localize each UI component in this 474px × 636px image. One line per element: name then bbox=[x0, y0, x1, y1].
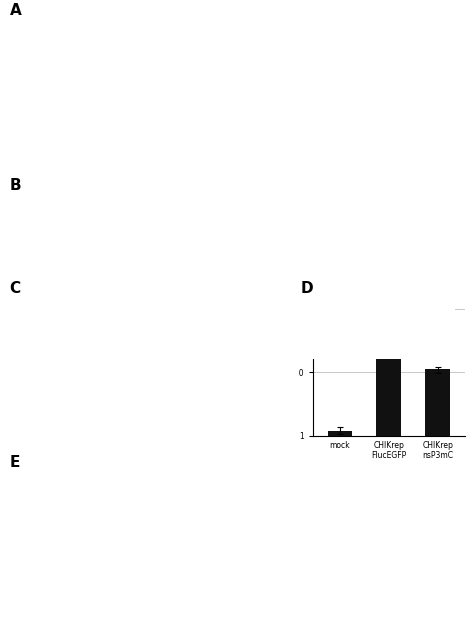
Text: A: A bbox=[9, 3, 21, 18]
Text: E: E bbox=[9, 455, 20, 470]
Text: B: B bbox=[9, 178, 21, 193]
Y-axis label: % Relative luc activity: % Relative luc activity bbox=[278, 316, 287, 409]
Bar bbox=[328, 431, 352, 636]
Text: D: D bbox=[301, 281, 314, 296]
Bar bbox=[425, 370, 450, 636]
Bar bbox=[376, 308, 401, 636]
Text: C: C bbox=[9, 281, 20, 296]
